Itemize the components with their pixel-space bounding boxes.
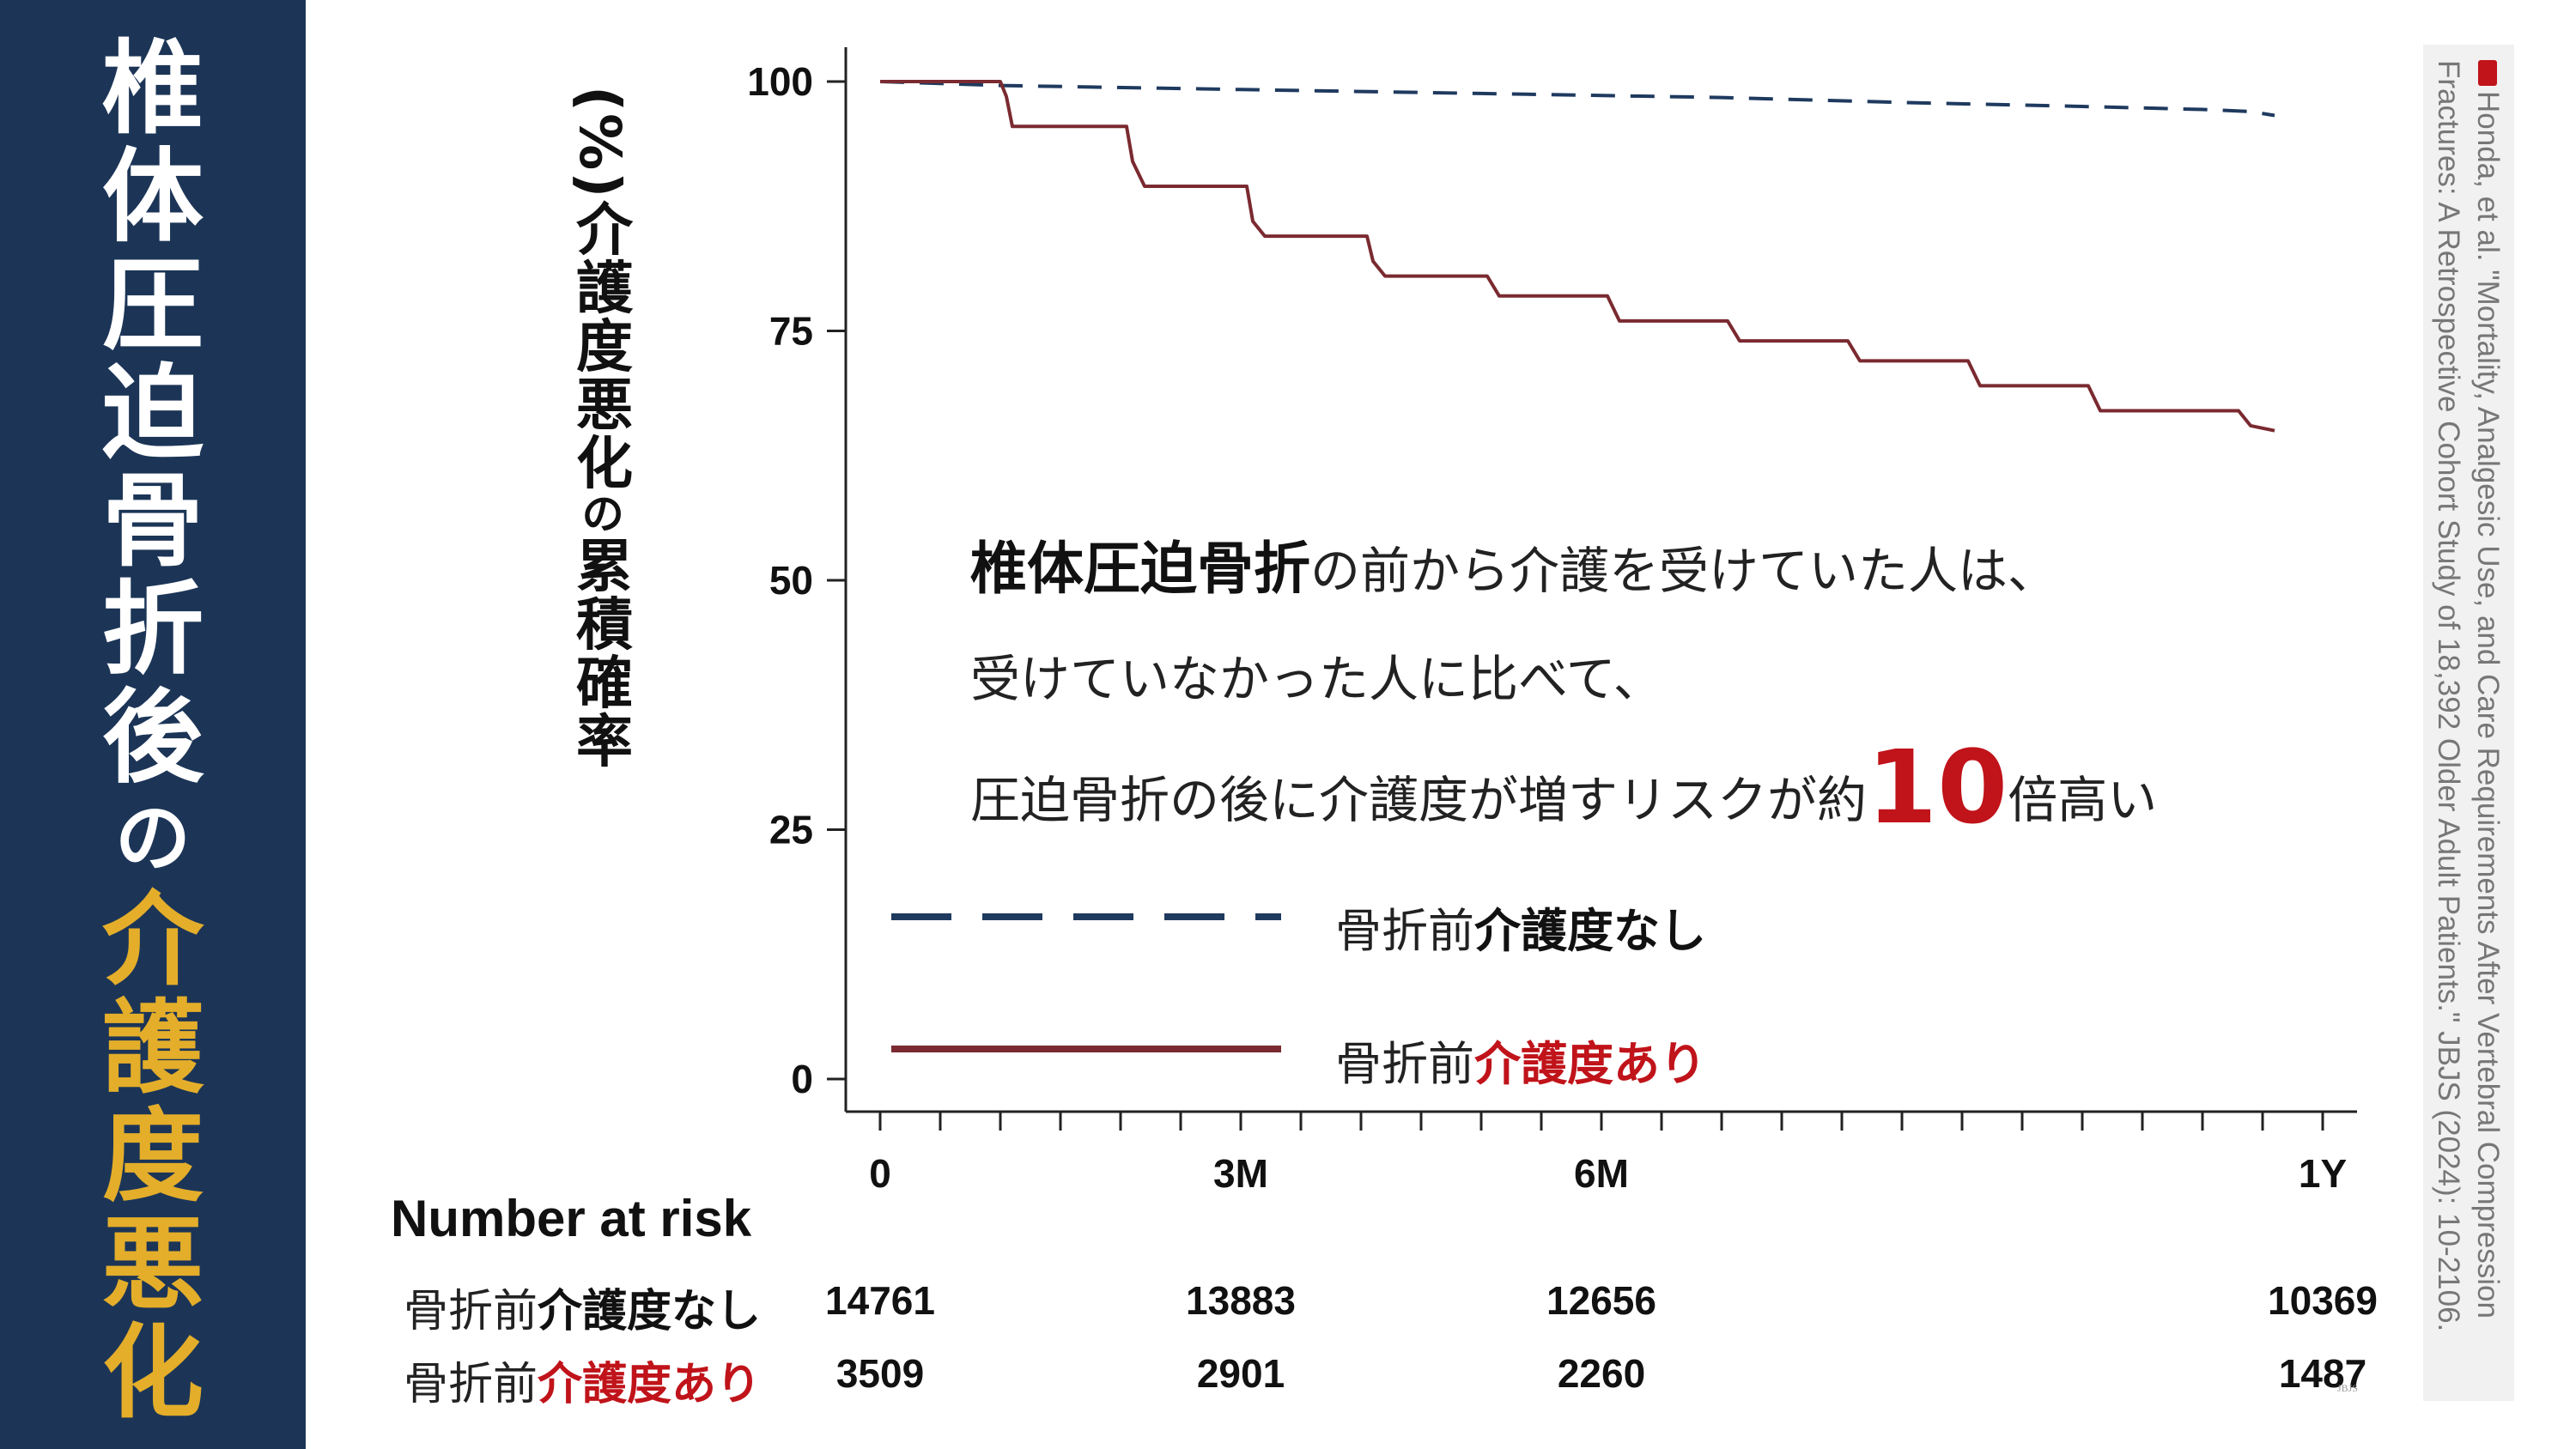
title-char: 後 [101,678,204,797]
title-char: 骨 [101,462,204,580]
risk-value: 14761 [825,1278,935,1323]
citation-box [2423,45,2514,1401]
y-axis-label-rest: 累積確率 [567,536,633,770]
risk-value: 1487 [2278,1351,2367,1396]
series-line-no-care [879,80,2275,118]
x-tick-label: 1Y [2299,1151,2347,1196]
title-char: 迫 [101,354,204,472]
risk-row-emph: 介護度なし [538,1286,762,1337]
title-char: 圧 [101,246,204,364]
legend-emph: 介護度なし [1474,904,1706,958]
title-char: 椎 [101,29,204,148]
annotation-big-number: 10 [1867,728,2008,846]
risk-value: 3509 [835,1351,925,1396]
y-axis-label: (%)介護度悪化の累積確率 [558,86,641,769]
y-tick-label: 100 [747,59,813,104]
risk-table-title: Number at risk [391,1190,752,1247]
y-tick-label: 0 [791,1057,813,1101]
title-char: 体 [101,137,204,256]
risk-row-label-care: 骨折前介護度あり [404,1348,761,1412]
citation-text: Honda, et al. "Mortality, Analgesic Use,… [2432,60,2505,1332]
risk-row-prefix: 骨折前 [404,1286,538,1337]
book-icon [2478,60,2497,86]
risk-row-prefix: 骨折前 [404,1359,538,1410]
title-highlight: 介護度悪化 [102,886,204,1427]
annotation-line-1-rest: の前から介護を受けていた人は、 [1310,542,2058,600]
slide-title: 椎体圧迫骨折後 の 介護度悪化 [0,34,306,1427]
y-tick-label: 75 [769,309,813,354]
annotation-line-3: 圧迫骨折の後に介護度が増すリスクが約10倍高い [970,733,2275,854]
y-axis-label-particle: の [574,491,624,537]
legend-label-care: 骨折前介護度あり [1335,1026,1706,1094]
title-char: 悪 [101,1205,204,1324]
annotation-line-2: 受けていなかった人に比べて、 [970,650,1663,708]
title-main: 椎体圧迫骨折後 [102,34,204,791]
legend-emph: 介護度あり [1474,1037,1706,1091]
citation: Honda, et al. "Mortality, Analgesic Use,… [2428,60,2507,1382]
watermark: JBJS [2337,1382,2359,1394]
risk-value: 2901 [1196,1351,1285,1396]
x-tick-label: 3M [1213,1151,1268,1196]
title-char: 介 [101,881,204,999]
risk-value: 13883 [1186,1278,1296,1323]
risk-row-emph: 介護度あり [538,1359,762,1410]
title-char: 化 [101,1313,204,1432]
title-char: 護 [101,989,204,1107]
risk-row-label-no-care: 骨折前介護度なし [404,1275,761,1339]
legend-label-no-care: 骨折前介護度なし [1335,893,1706,961]
chart-annotation: 椎体圧迫骨折の前から介護を受けていた人は、 受けていなかった人に比べて、 圧迫骨… [970,515,2275,854]
annotation-line-3-post: 倍高い [2008,771,2158,829]
title-char: 折 [101,570,204,688]
risk-value: 12656 [1546,1278,1656,1323]
y-axis-label-main: 介護度悪化 [567,199,633,492]
y-tick-label: 50 [769,558,813,603]
x-tick-label: 6M [1574,1151,1629,1196]
legend-prefix: 骨折前 [1335,1037,1474,1091]
series-line-care [880,80,2275,433]
sidebar: 椎体圧迫骨折後 の 介護度悪化 [0,0,306,1449]
annotation-line-3-pre: 圧迫骨折の後に介護度が増すリスクが約 [970,771,1868,829]
y-tick-label: 25 [769,808,813,852]
annotation-line-1: 椎体圧迫骨折の前から介護を受けていた人は、 [970,515,2275,625]
y-axis-unit: (%) [567,86,633,200]
risk-value: 10369 [2268,1278,2378,1323]
title-particle: の [114,794,191,882]
annotation-strong: 椎体圧迫骨折 [970,536,1310,602]
title-char: 度 [101,1097,204,1216]
x-tick-label: 0 [869,1151,891,1196]
risk-value: 2260 [1557,1351,1646,1396]
legend-prefix: 骨折前 [1335,904,1474,958]
